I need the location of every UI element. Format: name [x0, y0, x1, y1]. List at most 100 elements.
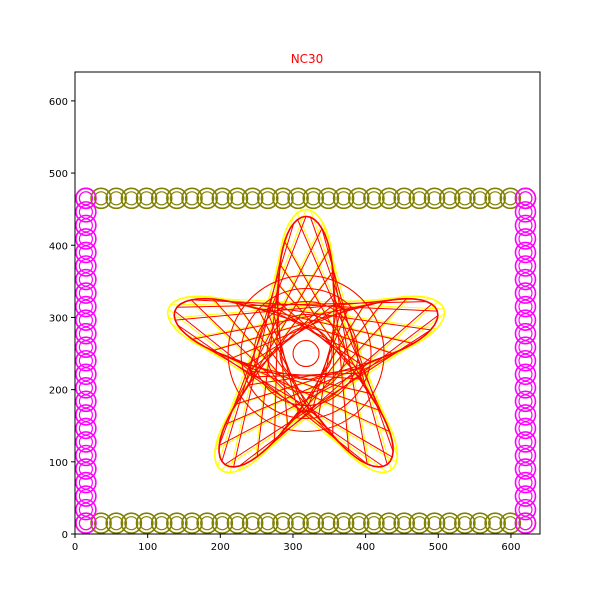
olive-marker-row1-11-inner — [245, 191, 260, 206]
olive-marker-row1-1-inner — [93, 191, 109, 206]
olive-marker-row1-27 — [484, 187, 506, 210]
magenta-marker-col0-11-outer — [75, 363, 97, 386]
olive-marker-row1-12-inner — [260, 191, 275, 206]
olive-marker-row1-19 — [363, 187, 385, 210]
yellow-web-line-39 — [283, 236, 379, 406]
magenta-marker-col1-5-outer — [514, 444, 537, 467]
olive-marker-row1-2 — [105, 187, 128, 210]
red-web-line-38 — [297, 219, 391, 432]
red-web-ring-3 — [266, 314, 346, 394]
olive-marker-row1-8 — [196, 187, 218, 210]
olive-marker-row0-27 — [484, 512, 506, 534]
olive-marker-row1-20 — [378, 187, 400, 210]
yellow-web-line-2 — [229, 236, 285, 473]
olive-marker-row1-13 — [272, 187, 294, 210]
yellow-web-line-24 — [220, 328, 437, 471]
olive-marker-row1-2-inner — [109, 191, 124, 206]
olive-marker-row1-18 — [347, 187, 370, 210]
magenta-marker-col1-3-outer — [514, 471, 537, 494]
olive-marker-row1-16-outer — [317, 187, 340, 210]
olive-marker-row0-15-outer — [302, 512, 325, 534]
red-web-ring-5 — [240, 288, 372, 420]
olive-marker-row0-27-outer — [484, 512, 506, 534]
olive-marker-row1-28-inner — [503, 191, 518, 206]
olive-marker-row0-16 — [317, 512, 340, 534]
y-tick-label-4: 400 — [49, 241, 68, 252]
olive-marker-row0-25-inner — [457, 516, 472, 531]
red-web-line-55 — [249, 302, 337, 371]
magenta-marker-col1-11-outer — [514, 363, 537, 386]
olive-marker-row0-10-outer — [226, 512, 249, 534]
olive-marker-row0-1 — [90, 512, 112, 534]
olive-marker-row1-26-inner — [472, 191, 488, 206]
olive-marker-row1-24-inner — [442, 191, 457, 206]
red-web-line-24 — [224, 329, 431, 465]
olive-marker-row1-19-outer — [363, 187, 385, 210]
olive-marker-row1-13-inner — [275, 191, 291, 206]
x-tick-label-6: 600 — [501, 542, 520, 553]
red-web-line-36 — [321, 228, 388, 465]
red-web-line-17 — [246, 364, 369, 394]
olive-marker-row0-21-inner — [397, 516, 412, 531]
olive-marker-row1-23 — [423, 187, 446, 210]
olive-marker-row1-14-outer — [287, 187, 309, 210]
y-tick-label-6: 600 — [49, 97, 68, 108]
magenta-marker-col0-17-outer — [75, 282, 97, 304]
x-tick-label-1: 100 — [138, 542, 157, 553]
olive-marker-row1-18-inner — [351, 191, 366, 206]
chart-title: NC30 — [291, 52, 324, 66]
magenta-marker-col0-24-inner — [78, 191, 93, 206]
olive-marker-row1-5-outer — [150, 187, 173, 210]
red-web-line-43 — [273, 305, 365, 367]
olive-marker-row0-9-outer — [211, 512, 234, 534]
olive-marker-row1-2-outer — [105, 187, 128, 210]
red-web-line-48 — [191, 299, 438, 312]
olive-marker-row1-13-outer — [272, 187, 294, 210]
olive-marker-row0-28 — [499, 512, 522, 534]
olive-marker-row0-23-outer — [423, 512, 446, 534]
red-web-line-37 — [309, 217, 394, 452]
olive-marker-row0-21 — [393, 512, 416, 534]
olive-marker-row1-16 — [317, 187, 340, 210]
olive-marker-row0-22 — [408, 512, 431, 534]
magenta-marker-col1-8-outer — [514, 404, 537, 426]
olive-marker-row1-6-inner — [169, 191, 184, 206]
olive-marker-row1-19-inner — [366, 191, 381, 206]
yellow-web-line-26 — [254, 301, 439, 462]
magenta-marker-col0-18-outer — [75, 268, 97, 291]
olive-marker-row0-22-outer — [408, 512, 431, 534]
magenta-marker-col1-6-outer — [514, 431, 537, 453]
red-web-line-57 — [248, 271, 334, 386]
olive-marker-row1-6 — [166, 187, 188, 210]
magenta-marker-col1-18-outer — [514, 268, 537, 291]
magenta-marker-col1-24-outer — [514, 187, 537, 210]
plot-area — [75, 187, 537, 534]
olive-marker-row0-6-outer — [166, 512, 188, 534]
magenta-marker-col1-0-outer — [514, 512, 537, 534]
x-tick-label-5: 500 — [429, 542, 448, 553]
x-tick-label-3: 300 — [283, 542, 302, 553]
olive-marker-row1-18-outer — [347, 187, 370, 210]
y-tick-label-2: 200 — [49, 386, 68, 397]
axes-frame — [74, 71, 541, 535]
magenta-marker-col1-1-outer — [514, 498, 537, 521]
olive-marker-row0-9 — [211, 512, 234, 534]
olive-marker-row0-4-inner — [139, 516, 154, 531]
olive-marker-row0-6-inner — [169, 516, 184, 531]
red-web-line-19 — [251, 372, 361, 378]
olive-marker-row0-20 — [378, 512, 400, 534]
olive-marker-row0-2 — [105, 512, 128, 534]
olive-marker-row0-10-inner — [230, 516, 245, 531]
olive-marker-row0-11 — [241, 512, 264, 534]
olive-marker-row1-8-inner — [200, 191, 215, 206]
olive-marker-row0-23 — [423, 512, 446, 534]
olive-marker-row1-3-inner — [124, 191, 139, 206]
olive-marker-row1-25-inner — [457, 191, 472, 206]
red-web-line-14 — [192, 338, 393, 458]
magenta-marker-col1-21-outer — [514, 228, 537, 250]
olive-marker-row1-28 — [499, 187, 522, 210]
red-web-line-31 — [311, 307, 343, 413]
olive-marker-row1-24 — [438, 187, 461, 210]
olive-marker-row1-9-outer — [211, 187, 234, 210]
